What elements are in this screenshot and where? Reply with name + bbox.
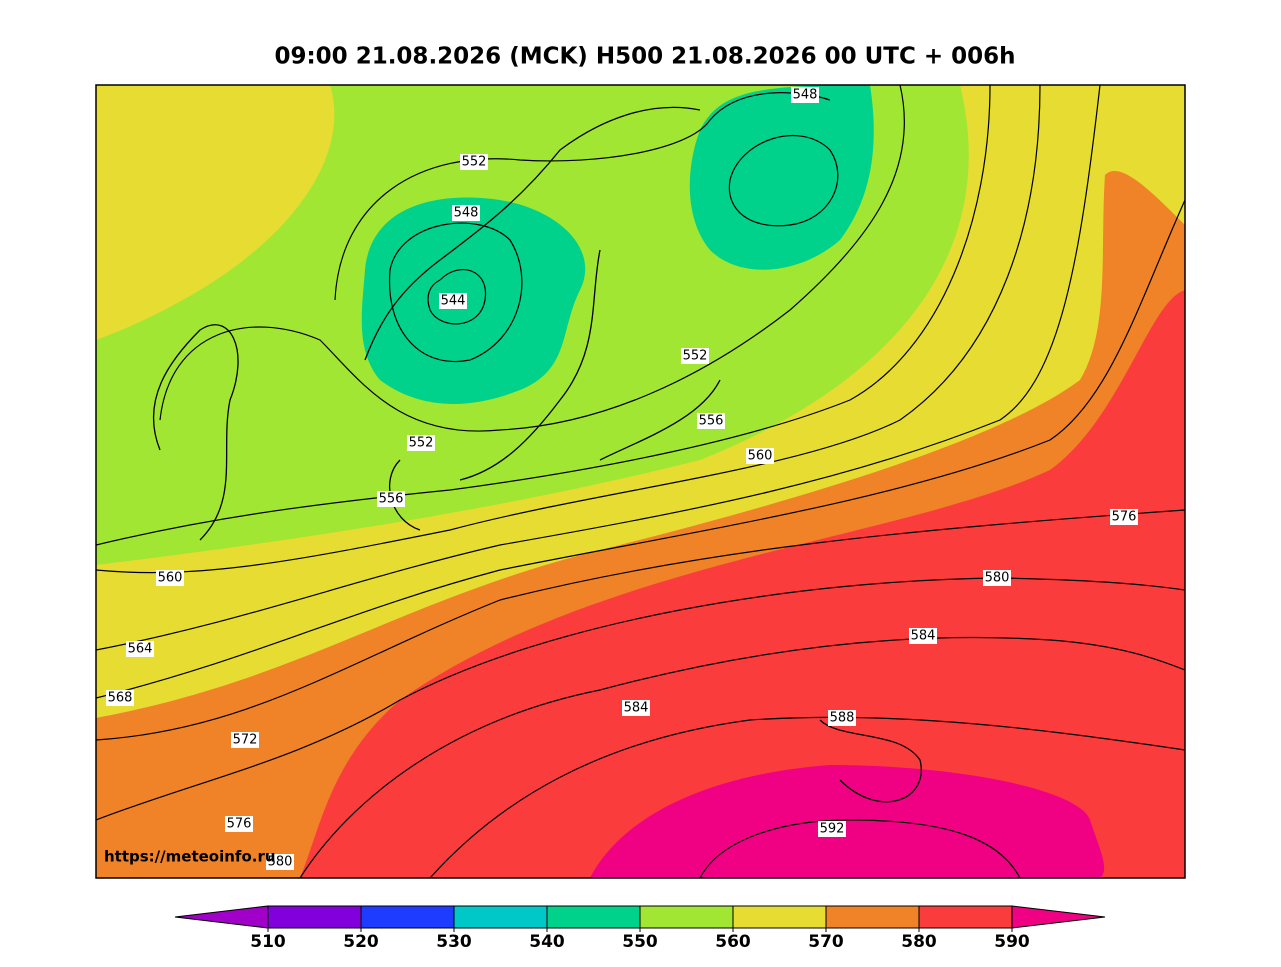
contour-label: 576	[1112, 510, 1137, 525]
colorbar-tick-label: 560	[715, 932, 751, 952]
colorbar-tick-label: 540	[529, 932, 565, 952]
contour-label-bg	[126, 641, 154, 657]
contour-label-bg	[697, 413, 725, 429]
contour	[96, 577, 1185, 821]
contour-label: 548	[793, 88, 818, 103]
contour-label-bg	[460, 154, 488, 170]
contour	[159, 85, 905, 432]
contour-label: 544	[441, 294, 466, 309]
colorbar-tick-label: 580	[901, 932, 937, 952]
contour-label: 552	[462, 155, 487, 170]
contour-label-bg	[622, 700, 650, 716]
contour	[96, 85, 1041, 574]
map-field	[96, 85, 1185, 878]
colorbar-tick-label: 520	[343, 932, 379, 952]
field-560	[96, 85, 335, 340]
contour-label-bg	[818, 821, 846, 837]
contour-label-bg	[909, 628, 937, 644]
field-580	[300, 290, 1185, 878]
contour-label: 564	[128, 642, 153, 657]
contour-label: 560	[748, 449, 773, 464]
colorbar-segment	[732, 905, 827, 929]
contour-label: 592	[820, 822, 845, 837]
colorbar-segment	[453, 905, 548, 929]
colorbar-segment	[639, 905, 734, 929]
contour-label: 580	[985, 571, 1010, 586]
field-590	[590, 765, 1105, 878]
contour-label-bg	[231, 732, 259, 748]
contour-label: 568	[108, 691, 133, 706]
contour	[96, 509, 1185, 741]
contour-label-bg	[407, 435, 435, 451]
contour	[728, 135, 839, 227]
contour-label: 584	[624, 701, 649, 716]
colorbar-tick-label: 530	[436, 932, 472, 952]
contour	[96, 85, 1101, 651]
contour-label: 584	[911, 629, 936, 644]
source-url: https://meteoinfo.ru	[104, 848, 276, 866]
contour-label-bg	[156, 570, 184, 586]
contour-label-bg	[746, 448, 774, 464]
title: 09:00 21.08.2026 (MCK) H500 21.08.2026 0…	[274, 44, 1015, 70]
contour	[427, 269, 487, 325]
contour-label-bg	[439, 293, 467, 309]
contour-label-bg	[377, 491, 405, 507]
contour-label-bg	[681, 348, 709, 364]
contour	[334, 92, 831, 301]
contour	[299, 636, 1185, 878]
contour-label: 556	[699, 414, 724, 429]
contour-label: 572	[233, 733, 258, 748]
contour-label: 556	[379, 492, 404, 507]
map-frame	[95, 84, 1186, 879]
contour	[429, 716, 1185, 878]
contour-label-bg	[983, 570, 1011, 586]
colorbar-extend-high	[1011, 905, 1106, 929]
colorbar-tick-label: 510	[250, 932, 286, 952]
field-540	[689, 85, 874, 270]
contour-label-bg	[225, 816, 253, 832]
contour	[388, 222, 523, 363]
contour-label: 560	[158, 571, 183, 586]
colorbar-segment	[825, 905, 920, 929]
contour-label-bg	[791, 87, 819, 103]
contour-label: 552	[683, 349, 708, 364]
contour-label-bg	[106, 690, 134, 706]
contour-label-bg	[828, 710, 856, 726]
contour-label: 576	[227, 817, 252, 832]
contour-label-bg	[266, 854, 294, 870]
colorbar-tick-label: 570	[808, 932, 844, 952]
field-540	[361, 197, 586, 404]
colorbar-segment	[918, 905, 1013, 929]
contour-label: 548	[454, 206, 479, 221]
colorbar-segment	[267, 905, 362, 929]
colorbar-segment	[546, 905, 641, 929]
contour-label-bg	[452, 205, 480, 221]
contour-label: 588	[830, 711, 855, 726]
colorbar-extend-low	[174, 905, 269, 929]
colorbar-tick-label: 550	[622, 932, 658, 952]
contour-label: 580	[268, 855, 293, 870]
contour	[96, 85, 991, 546]
contour	[96, 199, 1185, 699]
colorbar-tick-label: 590	[994, 932, 1030, 952]
contour	[699, 819, 1021, 878]
contour-label-bg	[1110, 509, 1138, 525]
colorbar-segment	[360, 905, 455, 929]
contour-label: 552	[409, 436, 434, 451]
